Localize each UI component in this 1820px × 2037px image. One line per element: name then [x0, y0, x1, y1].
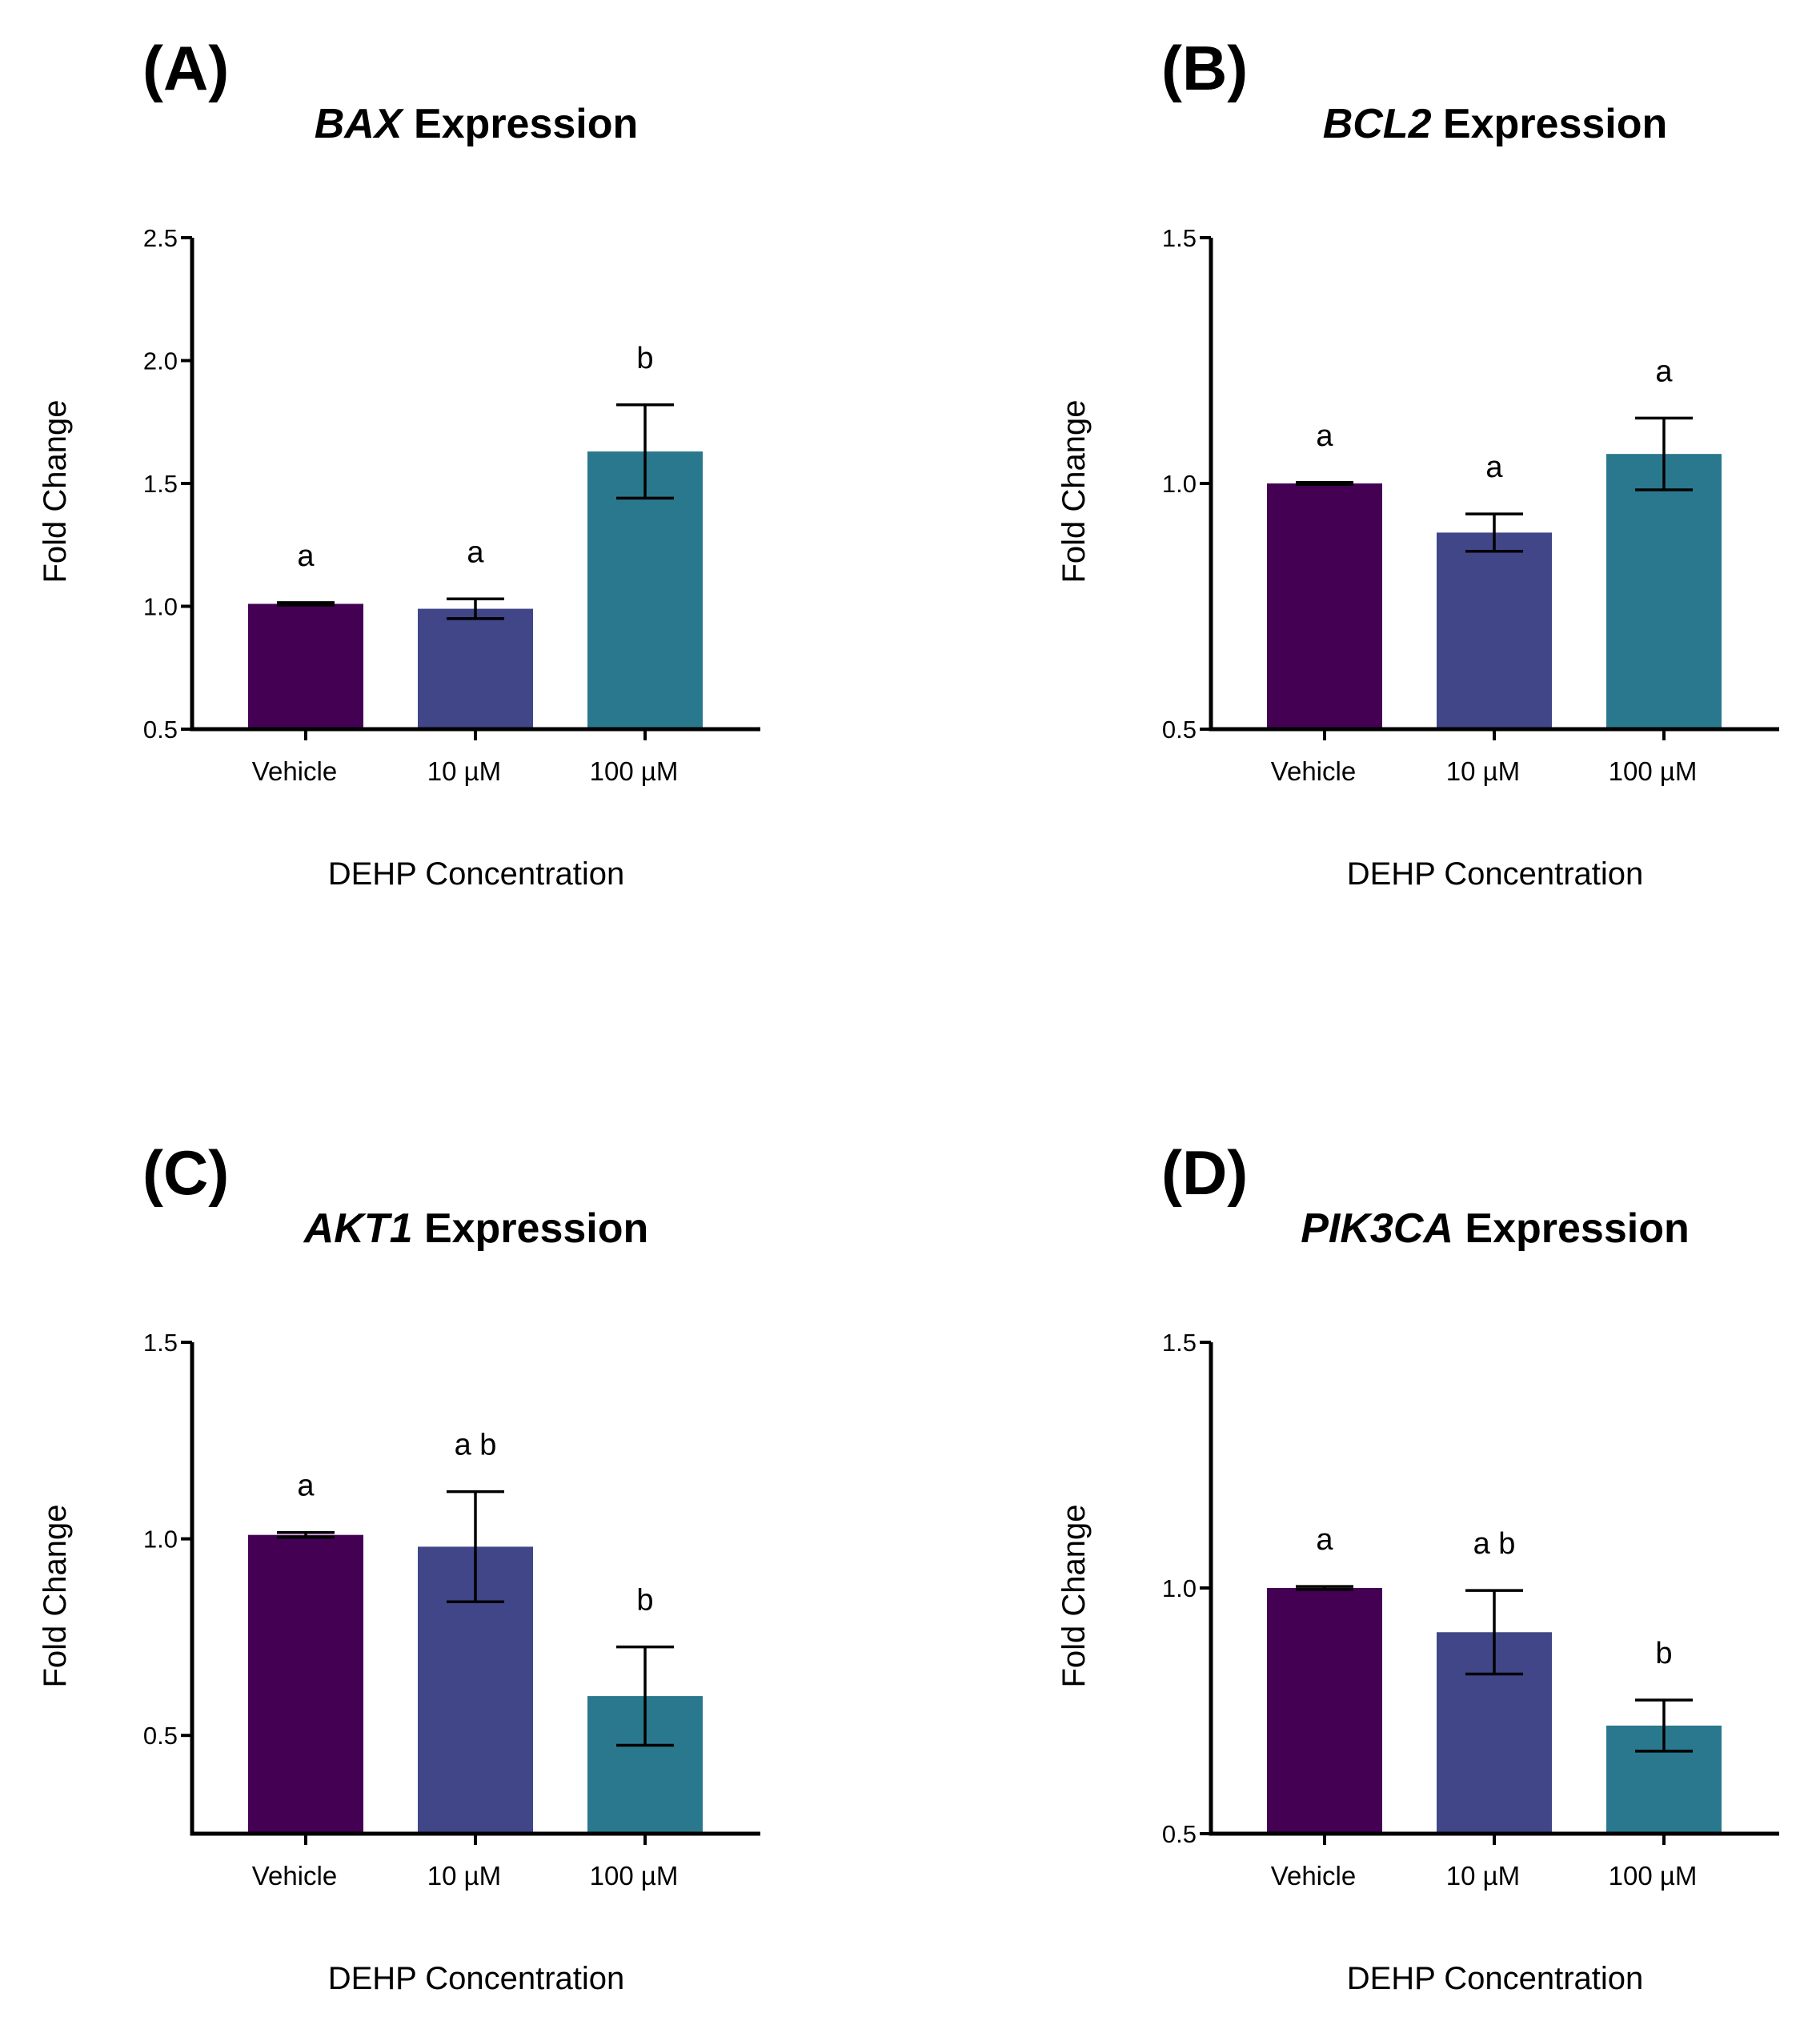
chart-title: PIK3CA Expression — [1301, 1205, 1690, 1252]
error-bar-1 — [277, 1530, 335, 1539]
x-tick-label-1: Vehicle — [1271, 1861, 1356, 1891]
x-axis-label: DEHP Concentration — [1347, 856, 1644, 892]
x-axis-label: DEHP Concentration — [328, 1961, 625, 1996]
error-bar-1 — [1296, 1585, 1353, 1591]
y-tick-label-2: 1.0 — [143, 1526, 178, 1554]
bar-1 — [1267, 1588, 1382, 1834]
chart-panel-b: (B) BCL2 Expression a a a 0.5 1.0 1.5 Vehicle 10 … — [1056, 33, 1779, 892]
error-bar-1 — [1296, 481, 1353, 486]
error-bar-3 — [1635, 1698, 1693, 1753]
x-axis-label: DEHP Concentration — [1347, 1961, 1644, 1996]
significance-label-2: a — [467, 535, 484, 569]
chart-title-gene: AKT1 — [303, 1205, 413, 1252]
error-bar-2 — [447, 597, 504, 620]
panel-letter: (C) — [142, 1137, 229, 1208]
chart-title: BCL2 Expression — [1323, 101, 1668, 147]
chart-title-rest: Expression — [413, 1205, 649, 1252]
panel-letter: (B) — [1161, 33, 1248, 103]
y-tick-label-1: 0.5 — [1162, 1820, 1197, 1848]
chart-title-gene: BCL2 — [1323, 101, 1432, 147]
bar-1 — [1267, 483, 1382, 729]
x-tick-label-2: 10 µM — [427, 756, 501, 786]
chart-title-gene: BAX — [315, 101, 405, 147]
y-axis-label: Fold Change — [38, 1504, 73, 1687]
x-tick-label-1: Vehicle — [252, 756, 337, 786]
bar-2 — [1437, 532, 1552, 729]
significance-label-3: b — [1655, 1637, 1672, 1670]
bar-1 — [248, 1534, 363, 1834]
bar-3 — [1606, 454, 1722, 729]
y-tick-label-2: 1.0 — [143, 593, 178, 621]
bar-2 — [418, 608, 533, 729]
chart-title-rest: Expression — [403, 101, 639, 147]
x-tick-label-3: 100 µM — [590, 756, 679, 786]
x-tick-label-1: Vehicle — [252, 1861, 337, 1891]
chart-panel-d: (D) PIK3CA Expression a a b b 0.5 1.0 1.5 Vehicl… — [1056, 1137, 1779, 1996]
y-tick-label-2: 1.0 — [1162, 470, 1197, 498]
x-tick-label-3: 100 µM — [1609, 756, 1698, 786]
y-tick-label-1: 0.5 — [143, 1722, 178, 1750]
significance-label-1: a — [1316, 1523, 1333, 1557]
x-tick-label-2: 10 µM — [1446, 756, 1520, 786]
significance-label-2: a b — [455, 1429, 497, 1462]
error-bar-2 — [447, 1490, 504, 1603]
x-tick-label-3: 100 µM — [1609, 1861, 1698, 1891]
y-tick-label-2: 1.0 — [1162, 1574, 1197, 1602]
panels-group: (A) BAX Expression a a b 0.5 1.0 1.5 2.0 2.5 Vehic… — [38, 33, 1779, 1996]
chart-title: BAX Expression — [315, 101, 639, 147]
error-bar-3 — [1635, 416, 1693, 491]
significance-label-3: a — [1655, 355, 1673, 388]
significance-label-1: a — [297, 539, 315, 573]
chart-title-gene: PIK3CA — [1301, 1205, 1453, 1252]
significance-label-3: b — [636, 1584, 653, 1618]
y-tick-label-3: 1.5 — [143, 470, 178, 498]
error-bar-2 — [1465, 512, 1523, 553]
y-tick-label-5: 2.5 — [143, 224, 178, 252]
significance-label-1: a — [1316, 419, 1333, 453]
error-bar-3 — [616, 1645, 674, 1747]
chart-panel-a: (A) BAX Expression a a b 0.5 1.0 1.5 2.0 2.5 Vehic… — [38, 33, 760, 892]
bar-1 — [248, 603, 363, 729]
x-tick-label-1: Vehicle — [1271, 756, 1356, 786]
error-bar-3 — [616, 403, 674, 500]
panel-letter: (A) — [142, 33, 229, 103]
chart-panel-c: (C) AKT1 Expression a a b b 0.5 1.0 1.5 Vehicle 1… — [38, 1137, 760, 1996]
y-axis-label: Fold Change — [1056, 1504, 1092, 1687]
y-tick-label-3: 1.5 — [1162, 224, 1197, 252]
x-tick-label-3: 100 µM — [590, 1861, 679, 1891]
significance-label-1: a — [297, 1470, 315, 1503]
panel-letter: (D) — [1161, 1137, 1248, 1208]
chart-title-rest: Expression — [1453, 1205, 1690, 1252]
y-tick-label-4: 2.0 — [143, 347, 178, 375]
y-axis-label: Fold Change — [1056, 399, 1092, 583]
x-axis-label: DEHP Concentration — [328, 856, 625, 892]
y-tick-label-3: 1.5 — [143, 1329, 178, 1357]
y-tick-label-3: 1.5 — [1162, 1329, 1197, 1357]
significance-label-3: b — [636, 342, 653, 375]
significance-label-2: a b — [1473, 1527, 1516, 1561]
y-tick-label-1: 0.5 — [143, 716, 178, 744]
y-axis-label: Fold Change — [38, 399, 73, 583]
x-tick-label-2: 10 µM — [1446, 1861, 1520, 1891]
chart-title-rest: Expression — [1432, 101, 1668, 147]
error-bar-1 — [277, 601, 335, 607]
chart-title: AKT1 Expression — [303, 1205, 649, 1252]
y-tick-label-1: 0.5 — [1162, 716, 1197, 744]
error-bar-2 — [1465, 1589, 1523, 1676]
x-tick-label-2: 10 µM — [427, 1861, 501, 1891]
significance-label-2: a — [1485, 451, 1503, 484]
